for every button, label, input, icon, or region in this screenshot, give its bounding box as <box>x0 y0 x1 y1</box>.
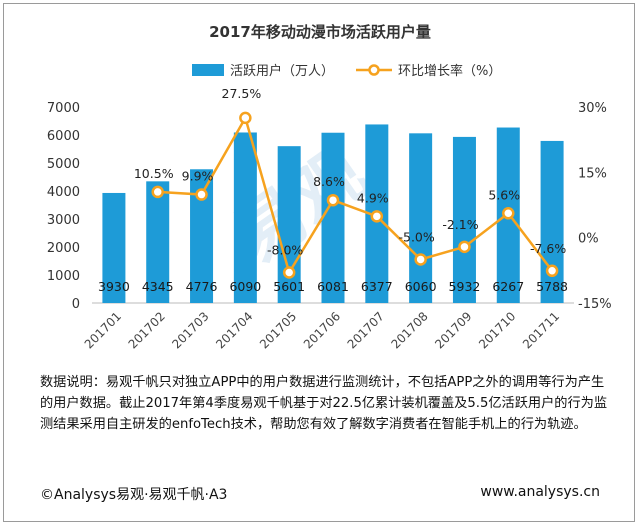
y-right-tick-label: 0% <box>578 232 599 247</box>
chart: 易观 2017年移动动漫市场活跃用户量 活跃用户（万人）环比增长率（%） 010… <box>47 23 612 352</box>
y-left-tick-label: 5000 <box>47 157 80 172</box>
growth-rate-label: -8.0% <box>267 243 303 258</box>
legend-line-label: 环比增长率（%） <box>398 63 501 79</box>
legend-bar-swatch <box>192 64 224 76</box>
bar <box>102 192 126 303</box>
growth-rate-point <box>414 253 427 266</box>
x-tick-label: 201711 <box>520 309 562 351</box>
growth-rate-point <box>502 207 515 220</box>
x-tick-label: 201709 <box>432 309 474 351</box>
chart-title: 2017年移动动漫市场活跃用户量 <box>209 23 431 41</box>
y-left-tick-label: 1000 <box>47 269 80 284</box>
bar-value-label: 5788 <box>536 279 568 294</box>
growth-rate-point <box>458 240 471 254</box>
y-left-tick-label: 0 <box>72 297 80 312</box>
growth-rate-line <box>157 114 554 276</box>
growth-rate-point <box>282 266 296 279</box>
y-right-tick-label: 15% <box>578 166 607 181</box>
bar-value-label: 4776 <box>186 279 218 294</box>
x-tick-label: 201706 <box>301 309 343 351</box>
bar <box>190 169 214 303</box>
y-left-tick-label: 4000 <box>47 185 80 200</box>
bar-value-label: 6081 <box>317 279 349 294</box>
legend-line-marker <box>368 64 380 76</box>
y-left-tick-label: 7000 <box>47 101 80 116</box>
bar-value-label: 6267 <box>492 279 524 294</box>
line-series: 10.5% 9.9% 27.5% -8.0% 8.6% 4.9% -5.0% -2.1% 5.6… <box>134 86 566 279</box>
legend: 活跃用户（万人） 环比增长率（%） <box>192 63 501 79</box>
bar-value-label: 6090 <box>229 279 261 294</box>
x-tick-label: 201701 <box>82 309 124 351</box>
bar <box>146 181 170 303</box>
growth-rate-label: 27.5% <box>222 86 262 101</box>
y-left-tick-label: 6000 <box>47 129 80 144</box>
growth-rate-label: -2.1% <box>442 217 478 232</box>
bar <box>233 132 257 303</box>
growth-rate-point <box>326 193 340 207</box>
data-note: 数据说明：易观千帆只对独立APP中的用户数据进行监测统计，不包括APP之外的调用… <box>40 375 608 432</box>
growth-rate-point <box>151 185 164 199</box>
legend-bar-label: 活跃用户（万人） <box>230 63 334 79</box>
x-tick-label: 201703 <box>169 309 211 351</box>
growth-rate-label: -5.0% <box>398 229 434 244</box>
growth-rate-label: 4.9% <box>357 190 389 205</box>
bar-value-label: 5601 <box>273 279 305 294</box>
growth-rate-label: 5.6% <box>488 187 520 202</box>
bar-value-label: 3930 <box>98 279 130 294</box>
bar <box>452 136 476 303</box>
x-tick-label: 201710 <box>476 309 518 351</box>
growth-rate-point <box>370 210 384 223</box>
growth-rate-label: 8.6% <box>313 174 345 189</box>
growth-rate-point <box>545 264 559 278</box>
growth-rate-label: 10.5% <box>134 166 174 181</box>
bar-value-label: 6060 <box>405 279 437 294</box>
bar <box>321 132 345 303</box>
x-tick-label: 201705 <box>257 309 299 351</box>
website-link[interactable]: www.analysys.cn <box>480 484 600 500</box>
x-tick-label: 201708 <box>388 309 430 351</box>
growth-rate-label: -7.6% <box>530 241 566 256</box>
y-left-tick-label: 3000 <box>47 213 80 228</box>
bar <box>409 133 433 303</box>
y-left-tick-label: 2000 <box>47 241 80 256</box>
copyright-text: ©Analysys易观·易观千帆·A3 <box>40 487 228 503</box>
bar-series: 3930 4345 4776 6090 5601 6081 6377 6060 5932 6267… <box>98 124 568 303</box>
x-tick-label: 201704 <box>213 309 255 351</box>
growth-rate-label: 9.9% <box>182 169 214 184</box>
y-right-tick-label: 30% <box>578 101 607 116</box>
bar-value-label: 6377 <box>361 279 393 294</box>
bar-value-label: 4345 <box>142 279 174 294</box>
bar-value-label: 5932 <box>449 279 481 294</box>
growth-rate-point <box>239 111 252 125</box>
y-right-tick-label: -15% <box>578 297 612 312</box>
x-tick-label: 201707 <box>345 309 387 351</box>
growth-rate-point <box>195 188 208 201</box>
x-tick-label: 201702 <box>126 309 168 351</box>
